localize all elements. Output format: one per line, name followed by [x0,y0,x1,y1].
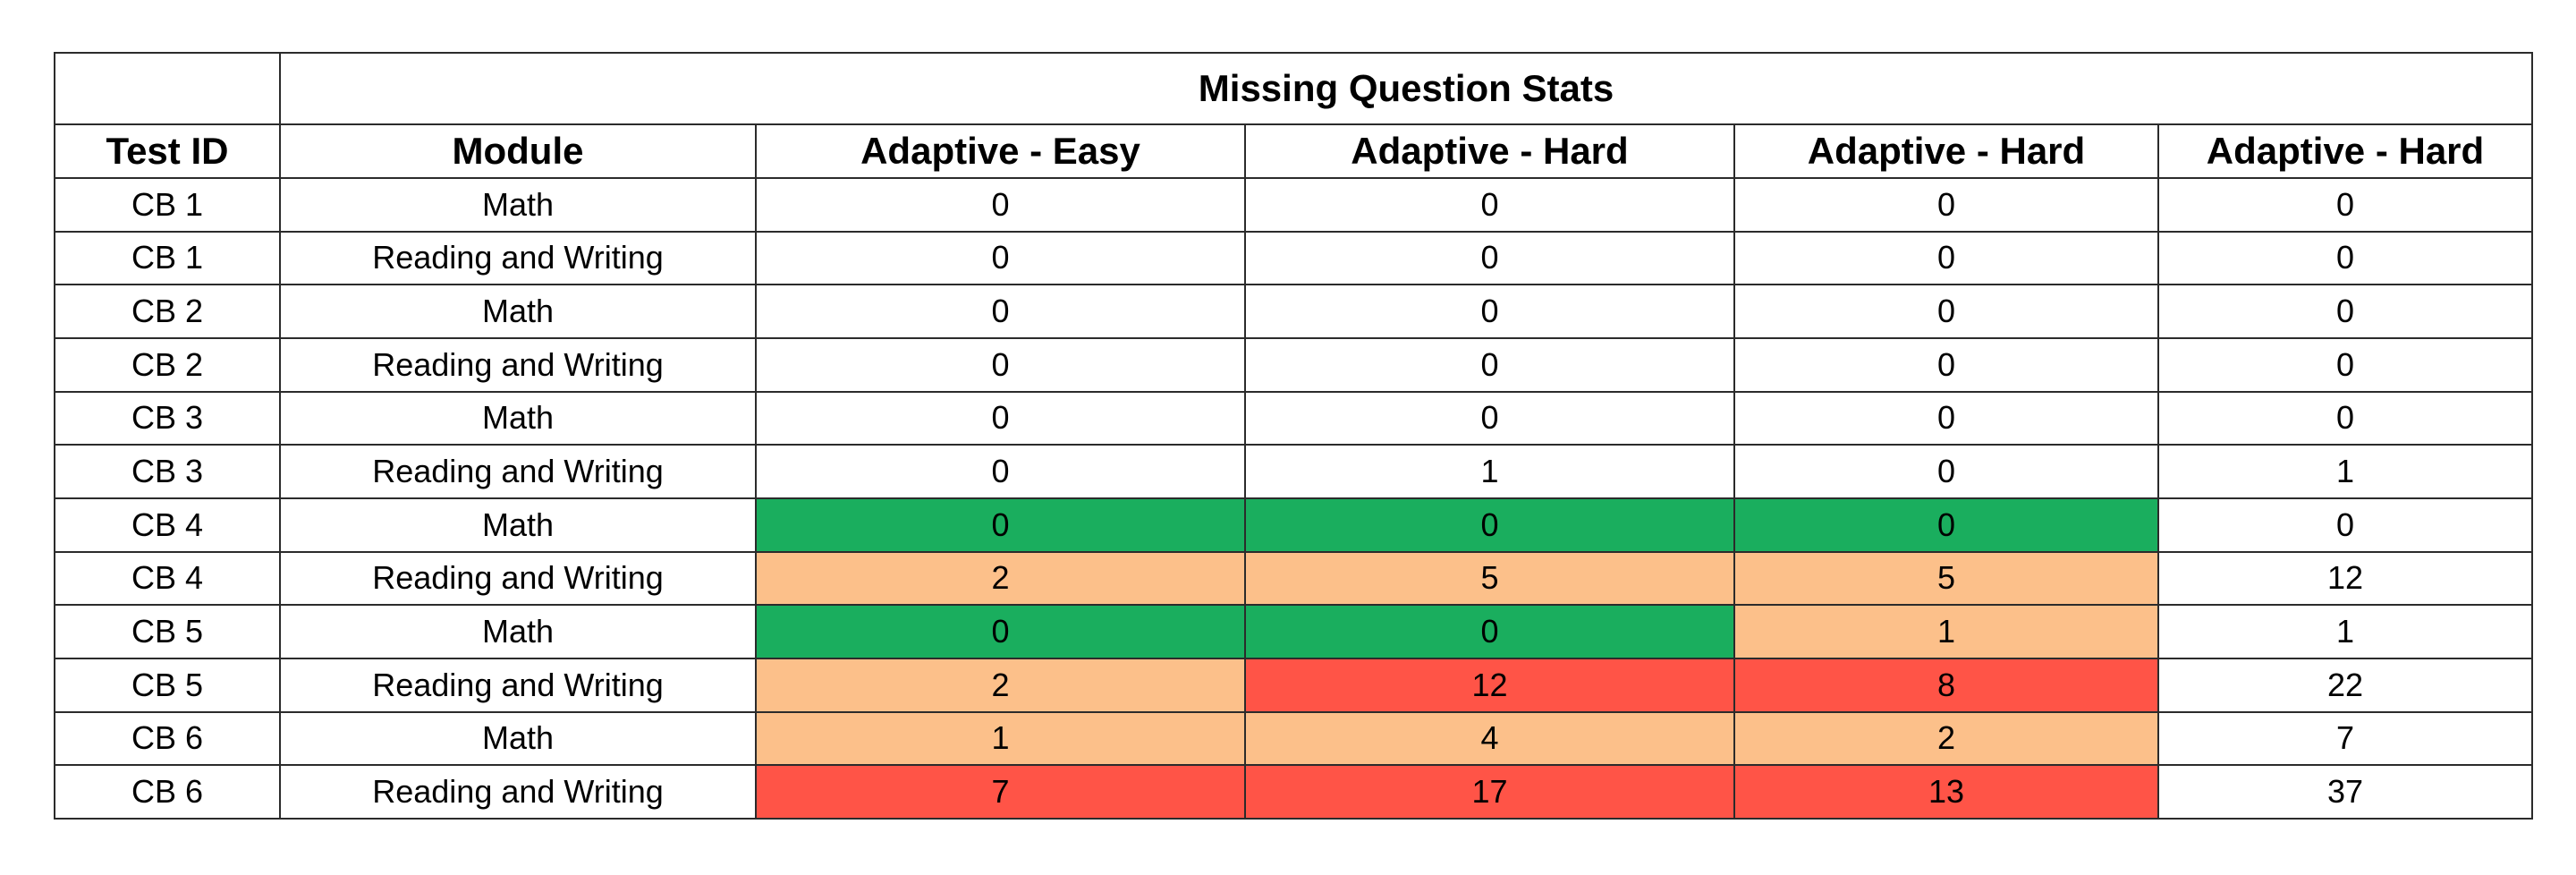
value-cell: 7 [755,764,1246,820]
value-cell: 37 [2157,764,2533,820]
value-cell: 4 [1244,710,1735,767]
test-id-cell: CB 4 [54,550,281,607]
corner-cell [54,52,281,125]
header-adaptive-hard-3: Adaptive - Hard [2157,123,2533,179]
module-cell: Reading and Writing [279,230,757,286]
table-row: CB 3 Math 0 0 0 0 [54,390,2533,446]
module-cell: Math [279,390,757,446]
value-cell: 0 [755,284,1246,339]
value-cell: 0 [1244,284,1735,339]
value-cell: 0 [2157,284,2533,339]
value-cell: 0 [1244,177,1735,233]
test-id-cell: CB 1 [54,177,281,233]
value-cell: 0 [755,177,1246,233]
table-row: CB 2 Math 0 0 0 0 [54,284,2533,339]
test-id-cell: CB 4 [54,497,281,553]
value-cell: 12 [2157,550,2533,607]
value-cell: 1 [1733,604,2159,659]
module-cell: Math [279,604,757,659]
value-cell: 5 [1244,550,1735,607]
table-row: CB 2 Reading and Writing 0 0 0 0 [54,336,2533,393]
value-cell: 13 [1733,764,2159,820]
missing-question-stats-table: Missing Question Stats Test ID Module Ad… [54,52,2533,820]
value-cell: 22 [2157,657,2533,713]
table-title: Missing Question Stats [279,52,2533,125]
test-id-cell: CB 2 [54,284,281,339]
header-adaptive-hard-2: Adaptive - Hard [1733,123,2159,179]
test-id-cell: CB 3 [54,444,281,499]
value-cell: 0 [1244,604,1735,659]
header-module: Module [279,123,757,179]
value-cell: 2 [755,657,1246,713]
value-cell: 0 [755,444,1246,499]
table-row: CB 1 Reading and Writing 0 0 0 0 [54,230,2533,286]
value-cell: 7 [2157,710,2533,767]
header-adaptive-easy: Adaptive - Easy [755,123,1246,179]
table-body: CB 1 Math 0 0 0 0 CB 1 Reading and Writing 0 0 0 0 C… [54,177,2533,820]
title-row: Missing Question Stats [54,52,2533,125]
test-id-cell: CB 5 [54,604,281,659]
value-cell: 0 [1733,390,2159,446]
table-row: CB 5 Math 0 0 1 1 [54,604,2533,659]
module-cell: Reading and Writing [279,444,757,499]
test-id-cell: CB 6 [54,764,281,820]
value-cell: 0 [1733,284,2159,339]
test-id-cell: CB 5 [54,657,281,713]
value-cell: 0 [2157,336,2533,393]
module-cell: Math [279,284,757,339]
value-cell: 1 [2157,604,2533,659]
header-test-id: Test ID [54,123,281,179]
value-cell: 0 [755,604,1246,659]
value-cell: 0 [2157,390,2533,446]
value-cell: 0 [755,390,1246,446]
table-row: CB 6 Math 1 4 2 7 [54,710,2533,767]
value-cell: 0 [2157,177,2533,233]
value-cell: 5 [1733,550,2159,607]
value-cell: 0 [1244,390,1735,446]
value-cell: 0 [1244,336,1735,393]
module-cell: Math [279,710,757,767]
table-row: CB 5 Reading and Writing 2 12 8 22 [54,657,2533,713]
value-cell: 0 [755,230,1246,286]
table-row: CB 1 Math 0 0 0 0 [54,177,2533,233]
value-cell: 12 [1244,657,1735,713]
header-row: Test ID Module Adaptive - Easy Adaptive … [54,123,2533,179]
value-cell: 0 [1244,497,1735,553]
value-cell: 17 [1244,764,1735,820]
value-cell: 0 [1733,497,2159,553]
value-cell: 0 [1733,444,2159,499]
module-cell: Reading and Writing [279,657,757,713]
table-row: CB 4 Math 0 0 0 0 [54,497,2533,553]
value-cell: 0 [755,336,1246,393]
module-cell: Reading and Writing [279,550,757,607]
value-cell: 0 [1244,230,1735,286]
module-cell: Math [279,177,757,233]
test-id-cell: CB 1 [54,230,281,286]
value-cell: 0 [2157,497,2533,553]
value-cell: 0 [1733,336,2159,393]
module-cell: Math [279,497,757,553]
value-cell: 1 [1244,444,1735,499]
value-cell: 0 [755,497,1246,553]
module-cell: Reading and Writing [279,336,757,393]
test-id-cell: CB 2 [54,336,281,393]
value-cell: 1 [2157,444,2533,499]
test-id-cell: CB 3 [54,390,281,446]
header-adaptive-hard-1: Adaptive - Hard [1244,123,1735,179]
value-cell: 0 [1733,230,2159,286]
value-cell: 2 [755,550,1246,607]
value-cell: 8 [1733,657,2159,713]
table-row: CB 3 Reading and Writing 0 1 0 1 [54,444,2533,499]
test-id-cell: CB 6 [54,710,281,767]
value-cell: 0 [2157,230,2533,286]
value-cell: 0 [1733,177,2159,233]
value-cell: 2 [1733,710,2159,767]
value-cell: 1 [755,710,1246,767]
module-cell: Reading and Writing [279,764,757,820]
table-row: CB 4 Reading and Writing 2 5 5 12 [54,550,2533,607]
table-row: CB 6 Reading and Writing 7 17 13 37 [54,764,2533,820]
